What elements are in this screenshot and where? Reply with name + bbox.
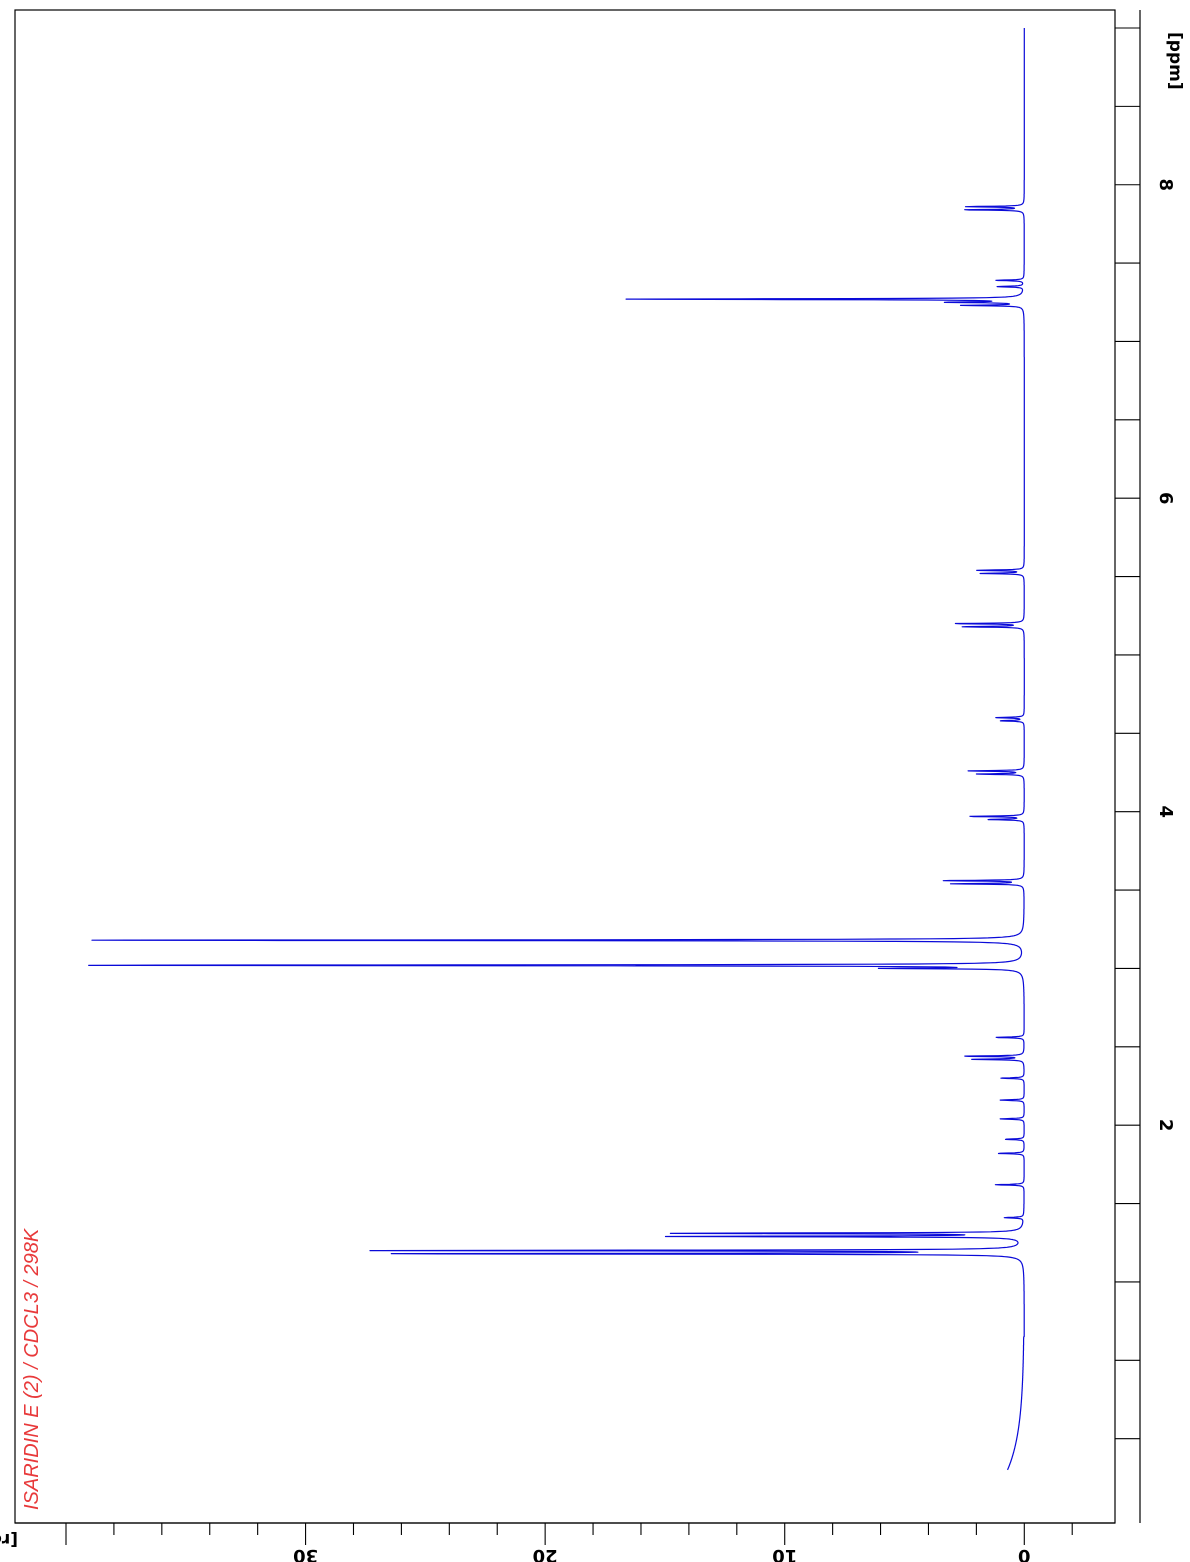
x-tick-label: 6 — [1155, 492, 1176, 505]
x-axis: 8 6 4 2 — [1115, 10, 1176, 1523]
spectrum-line — [88, 27, 1025, 1471]
y-tick-label: 0 — [1018, 1545, 1031, 1562]
y-axis: 0 10 20 30 — [15, 1522, 1115, 1562]
x-tick-label: 4 — [1155, 805, 1176, 818]
x-tick-label: 2 — [1155, 1119, 1176, 1132]
y-tick-label: 10 — [772, 1545, 797, 1562]
y-tick-label: 20 — [533, 1545, 558, 1562]
chart-title: ISARIDIN E (2) / CDCL3 / 298K — [21, 1227, 43, 1510]
x-tick-label: 8 — [1155, 178, 1176, 191]
x-axis-unit-label: [ppm] — [1165, 32, 1185, 90]
y-tick-label: 30 — [293, 1545, 318, 1562]
y-axis-unit-label: [rel] — [0, 1529, 18, 1549]
plot-frame — [14, 9, 1116, 1524]
